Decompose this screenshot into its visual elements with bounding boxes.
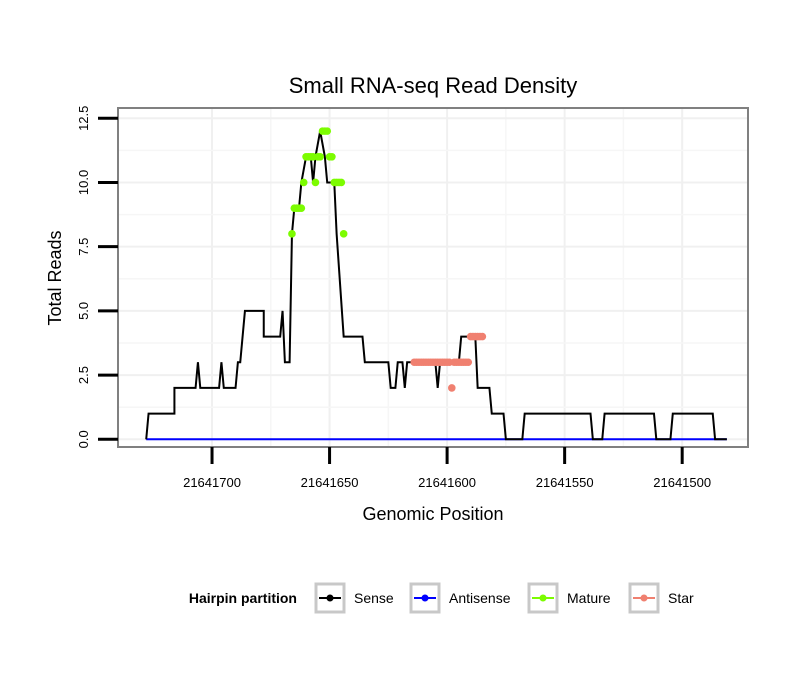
y-tick-label: 7.5 <box>76 238 91 256</box>
mature-point <box>337 178 346 187</box>
mature-point <box>288 230 296 238</box>
mature-point <box>339 230 348 238</box>
y-axis-title: Total Reads <box>45 230 65 325</box>
chart-title: Small RNA-seq Read Density <box>289 73 578 98</box>
mature-point <box>297 204 306 212</box>
legend-key-marker <box>539 594 547 602</box>
x-tick-label: 21641500 <box>653 475 711 490</box>
mature-point <box>328 152 336 161</box>
x-tick-label: 21641650 <box>301 475 359 490</box>
plot-background <box>118 108 748 447</box>
star-point <box>478 332 487 341</box>
plot-border <box>117 107 749 448</box>
star-point <box>448 384 456 392</box>
legend-label-sense: Sense <box>354 590 394 606</box>
mature-point <box>311 178 320 187</box>
mature-point <box>299 178 308 187</box>
y-tick-label: 12.5 <box>76 106 91 131</box>
legend-key-marker <box>421 594 429 602</box>
sense-series-line <box>145 130 727 441</box>
legend-key-marker <box>640 594 648 602</box>
legend: Hairpin partition Sense Antisense Mature Sta… <box>189 582 694 614</box>
y-tick-label: 10.0 <box>76 170 91 195</box>
x-tick-label: 21641600 <box>418 475 476 490</box>
legend-key-marker <box>326 594 334 602</box>
mature-point <box>316 152 324 161</box>
star-point <box>464 358 473 367</box>
x-axis-title: Genomic Position <box>362 504 503 524</box>
legend-label-mature: Mature <box>567 590 611 606</box>
legend-label-antisense: Antisense <box>449 590 511 606</box>
y-tick-label: 5.0 <box>76 302 91 320</box>
axes: 21641700 21641650 21641600 21641550 21641500… <box>76 106 749 490</box>
y-tick-label: 2.5 <box>76 366 91 384</box>
plot-panel <box>118 108 748 447</box>
x-tick-label: 21641550 <box>536 475 594 490</box>
y-tick-label: 0.0 <box>76 430 91 448</box>
legend-label-star: Star <box>668 590 694 606</box>
mature-point <box>323 127 332 135</box>
legend-title: Hairpin partition <box>189 590 297 606</box>
data-series <box>145 127 727 441</box>
x-tick-label: 21641700 <box>183 475 241 490</box>
